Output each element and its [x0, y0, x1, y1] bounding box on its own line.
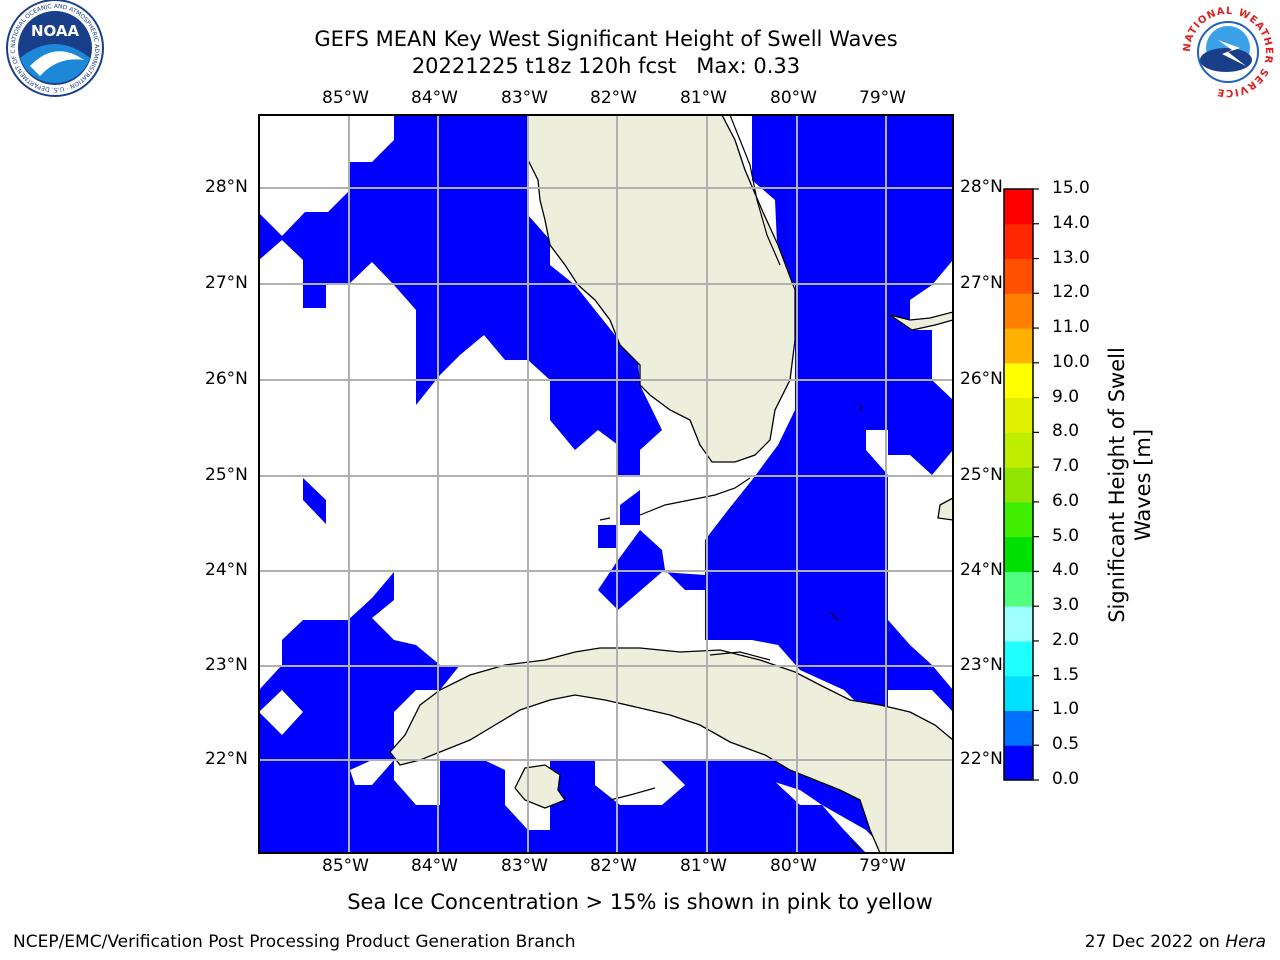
lat-tick-left: 27°N	[205, 273, 248, 293]
credit-text: NCEP/EMC/Verification Post Processing Pr…	[13, 932, 576, 952]
colorbar-tick-label: 13.0	[1052, 247, 1090, 268]
lat-tick-right: 27°N	[960, 273, 1003, 293]
lat-tick-left: 26°N	[205, 369, 248, 389]
chart-title-line2: 20221225 t18z 120h fcst Max: 0.33	[411, 54, 801, 78]
lat-tick-right: 26°N	[960, 369, 1003, 389]
colorbar-title: Significant Height of Swell Waves [m]	[1104, 347, 1156, 623]
colorbar-tick-label: 7.0	[1052, 456, 1080, 477]
colorbar-segment	[1004, 571, 1033, 607]
on-word: on	[1198, 932, 1220, 952]
colorbar-segment	[1004, 189, 1033, 225]
lon-tick-top: 83°W	[501, 88, 548, 108]
colorbar-title-line2: Waves [m]	[1131, 428, 1155, 542]
lon-tick-bottom: 81°W	[680, 856, 727, 876]
lon-tick-top: 79°W	[859, 88, 906, 108]
colorbar-segment	[1004, 675, 1033, 711]
sea-ice-note: Sea Ice Concentration > 15% is shown in …	[0, 890, 1280, 914]
lon-tick-top: 80°W	[770, 88, 817, 108]
noaa-logo: NOAA NATIONAL OCEANIC AND ATMOSPHERIC AD…	[0, 0, 104, 97]
colorbar-segment	[1004, 536, 1033, 572]
colorbar-tick-label: 12.0	[1052, 282, 1090, 303]
lon-tick-top: 85°W	[322, 88, 369, 108]
colorbar-segment	[1004, 710, 1033, 746]
colorbar-tick-label: 8.0	[1052, 421, 1080, 442]
lat-tick-left: 25°N	[205, 465, 248, 485]
chart-title-line1: GEFS MEAN Key West Significant Height of…	[314, 27, 898, 51]
colorbar-segment	[1004, 223, 1033, 260]
colorbar-tick-label: 11.0	[1052, 317, 1090, 338]
colorbar-segment	[1004, 745, 1033, 781]
sea-ice-note-text: Sea Ice Concentration > 15% is shown in …	[347, 890, 933, 914]
machine-name: Hera	[1225, 932, 1266, 952]
lat-tick-left: 28°N	[205, 177, 248, 197]
colorbar-segment	[1004, 432, 1033, 468]
colorbar	[1003, 188, 1039, 781]
colorbar-tick-label: 15.0	[1052, 178, 1090, 198]
lat-tick-right: 28°N	[960, 177, 1003, 197]
colorbar-segment	[1004, 362, 1033, 399]
lon-tick-bottom: 85°W	[322, 856, 369, 876]
colorbar-tick-label: 1.5	[1052, 664, 1080, 685]
lon-tick-top: 81°W	[680, 88, 727, 108]
colorbar-tick-label: 0.5	[1052, 734, 1080, 755]
colorbar-tick-label: 4.0	[1052, 560, 1080, 581]
colorbar-tick-label: 3.0	[1052, 595, 1080, 616]
lon-tick-top: 84°W	[411, 88, 458, 108]
colorbar-tick-label: 6.0	[1052, 490, 1080, 511]
colorbar-frame	[1003, 188, 1034, 781]
lon-tick-bottom: 79°W	[859, 856, 906, 876]
colorbar-tick-label: 2.0	[1052, 629, 1080, 650]
colorbar-segment	[1004, 640, 1033, 677]
colorbar-tick-label: 10.0	[1052, 351, 1090, 372]
colorbar-segment	[1004, 606, 1033, 642]
lat-tick-right: 23°N	[960, 655, 1003, 675]
colorbar-tick-label: 0.0	[1052, 769, 1080, 789]
colorbar-segment	[1004, 328, 1033, 364]
noaa-logo-text: NOAA	[31, 22, 80, 40]
colorbar-title-line1: Significant Height of Swell	[1105, 347, 1129, 623]
date-text: 27 Dec 2022	[1084, 932, 1194, 952]
map-gridlines	[259, 115, 953, 853]
lat-tick-right: 22°N	[960, 749, 1003, 769]
lat-tick-left: 24°N	[205, 560, 248, 580]
colorbar-segment	[1004, 258, 1033, 294]
colorbar-segment	[1004, 501, 1033, 538]
colorbar-tick-label: 9.0	[1052, 386, 1080, 407]
nws-logo: NATIONAL WEATHER SERVICE	[1182, 6, 1274, 98]
colorbar-tick-label: 1.0	[1052, 699, 1080, 720]
colorbar-tick-label: 14.0	[1052, 212, 1090, 233]
map-frame	[258, 114, 954, 854]
colorbar-segment	[1004, 293, 1033, 329]
lon-tick-bottom: 84°W	[411, 856, 458, 876]
lat-tick-right: 24°N	[960, 560, 1003, 580]
colorbar-segment	[1004, 397, 1033, 433]
lat-tick-left: 22°N	[205, 749, 248, 769]
lat-tick-right: 25°N	[960, 465, 1003, 485]
colorbar-tick-label: 5.0	[1052, 525, 1080, 546]
lat-tick-left: 23°N	[205, 655, 248, 675]
colorbar-segment	[1004, 467, 1033, 503]
lon-tick-bottom: 83°W	[501, 856, 548, 876]
lon-tick-bottom: 80°W	[770, 856, 817, 876]
date-stamp: 27 Dec 2022 on Hera	[1085, 932, 1266, 952]
lon-tick-bottom: 82°W	[590, 856, 637, 876]
lon-tick-top: 82°W	[590, 88, 637, 108]
